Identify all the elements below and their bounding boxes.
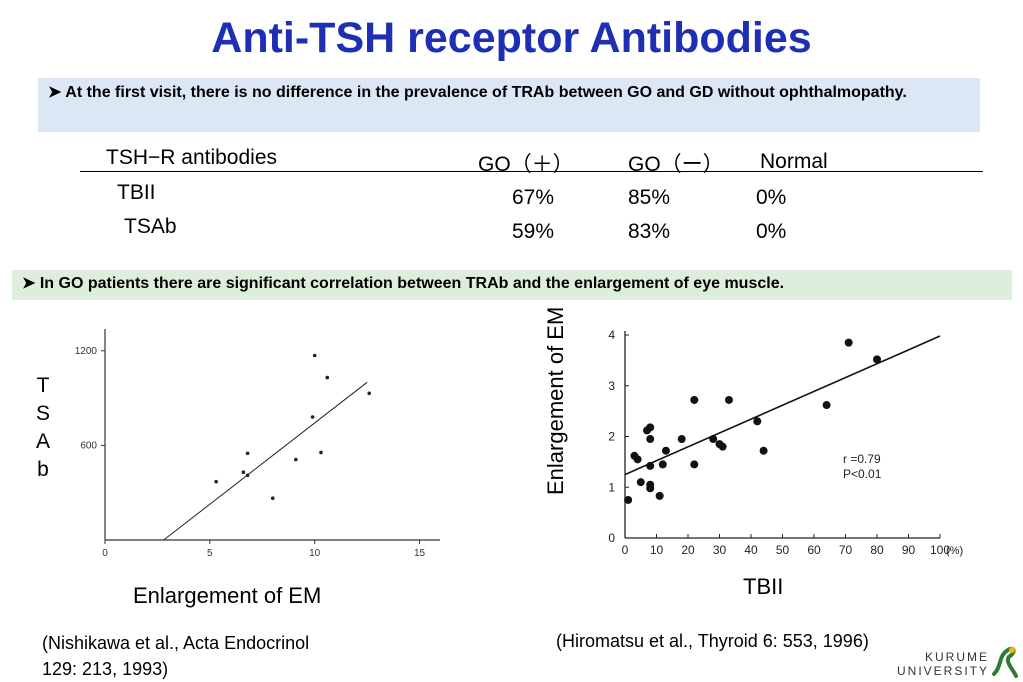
y-tick-label: 1200 xyxy=(75,346,98,357)
data-point xyxy=(822,401,831,410)
data-point xyxy=(718,442,727,451)
data-point xyxy=(844,338,853,347)
table-cell: 83% xyxy=(628,220,671,243)
y-tick-label: 4 xyxy=(608,328,615,342)
data-point xyxy=(624,495,633,504)
x-tick-label: 80 xyxy=(870,543,884,557)
reference-line: 129: 213, 1993) xyxy=(42,659,169,679)
logo-line: UNIVERSITY xyxy=(897,664,990,678)
data-point xyxy=(646,435,655,444)
x-tick-label: 10 xyxy=(650,543,664,557)
x-tick-label: 70 xyxy=(839,543,853,557)
data-point xyxy=(690,395,699,404)
data-point xyxy=(310,415,315,419)
x-tick-label: 15 xyxy=(414,548,426,559)
university-logo-text: KURUME UNIVERSITY xyxy=(897,650,989,678)
tsab-scatter-chart: 0 5 10 15 600 1200 xyxy=(75,329,440,559)
table-header-antibodies: TSH−R antibodies xyxy=(106,146,278,169)
data-point xyxy=(214,479,218,484)
x-tick-label: 90 xyxy=(902,543,916,557)
data-point xyxy=(655,491,664,500)
data-point xyxy=(319,450,323,455)
reference-line: (Nishikawa et al., Acta Endocrinol xyxy=(42,633,310,653)
chart2-ylabel-wrap: Enlargement of EM xyxy=(542,307,582,535)
data-point xyxy=(325,375,330,380)
bullet-arrow-icon: ➤ xyxy=(48,84,62,101)
table-header-go-positive: GO（＋） xyxy=(478,153,574,176)
data-point xyxy=(690,460,699,469)
tsab-axis-label: T S A b xyxy=(30,372,56,484)
table-cell: 67% xyxy=(512,186,555,209)
reference-left: (Nishikawa et al., Acta Endocrinol 129: … xyxy=(42,630,309,682)
y-tick-label: 1 xyxy=(608,480,615,494)
table-header-go-negative: GO（ー） xyxy=(628,153,724,176)
data-point xyxy=(646,423,655,432)
axis-letter: S xyxy=(35,402,50,425)
reference-right: (Hiromatsu et al., Thyroid 6: 553, 1996) xyxy=(556,631,869,651)
data-point xyxy=(367,391,371,396)
data-point xyxy=(241,470,246,474)
x-tick-label: 20 xyxy=(681,543,695,557)
data-point xyxy=(245,451,250,456)
logo-line: KURUME xyxy=(925,650,990,664)
x-unit-label: (%) xyxy=(946,545,963,557)
axis-letter: T xyxy=(36,374,50,397)
data-point xyxy=(753,417,762,426)
table-rule xyxy=(80,171,983,172)
table-cell: 0% xyxy=(756,186,787,209)
university-logo-icon xyxy=(992,646,1018,678)
table-cell: 59% xyxy=(512,220,555,243)
table-cell: 0% xyxy=(756,220,787,243)
x-tick-label: 30 xyxy=(713,543,727,557)
x-tick-label: 40 xyxy=(744,543,758,557)
bullet-arrow-icon: ➤ xyxy=(22,275,36,292)
regression-line xyxy=(624,335,941,476)
axis-letter: A xyxy=(35,430,50,453)
x-tick-label: 100 xyxy=(930,543,950,557)
data-point xyxy=(658,460,667,469)
stats-annotation: r =0.79 xyxy=(843,452,881,466)
page-title: Anti-TSH receptor Antibodies xyxy=(211,14,812,62)
data-point xyxy=(724,395,733,404)
axis-letter: b xyxy=(37,458,49,481)
bullet-correlation: ➤ In GO patients there are significant c… xyxy=(12,270,1012,300)
data-point xyxy=(312,353,317,358)
chart2-xlabel: TBII xyxy=(743,574,784,599)
bullet-text: In GO patients there are significant cor… xyxy=(39,275,785,292)
table-row-label: TBII xyxy=(117,181,156,204)
x-tick-label: 5 xyxy=(207,548,213,559)
y-tick-label: 600 xyxy=(80,440,97,451)
stats-annotation: P<0.01 xyxy=(843,467,882,481)
data-point xyxy=(270,496,275,501)
regression-line xyxy=(163,381,368,541)
chart2-ylabel: Enlargement of EM xyxy=(543,306,568,495)
data-point xyxy=(294,457,298,462)
data-point xyxy=(646,484,655,493)
x-tick-label: 10 xyxy=(309,548,321,559)
data-point xyxy=(709,435,718,444)
table-row-label: TSAb xyxy=(124,215,177,238)
chart1-xlabel: Enlargement of EM xyxy=(133,583,322,608)
table-header-normal: Normal xyxy=(760,150,828,173)
data-point xyxy=(245,473,250,478)
table-cell: 85% xyxy=(628,186,671,209)
y-tick-label: 0 xyxy=(608,531,615,545)
x-tick-label: 50 xyxy=(776,543,790,557)
bullet-first-visit: ➤ At the first visit, there is no differ… xyxy=(38,78,980,132)
data-point xyxy=(636,478,645,487)
x-tick-label: 60 xyxy=(807,543,821,557)
data-point xyxy=(677,435,686,444)
y-tick-label: 2 xyxy=(608,430,615,444)
data-point xyxy=(873,355,881,364)
y-tick-label: 3 xyxy=(608,379,615,393)
data-point xyxy=(633,455,642,464)
x-tick-label: 0 xyxy=(102,548,108,559)
data-point xyxy=(759,446,768,455)
data-point xyxy=(646,461,655,470)
tbii-scatter-chart: 0 10 20 30 40 50 60 70 80 90 100(%) 0 1 2 3 4 r =0.79P<0… xyxy=(608,328,963,557)
x-tick-label: 0 xyxy=(622,543,629,557)
bullet-text: At the first visit, there is no differen… xyxy=(65,84,907,101)
data-point xyxy=(661,446,670,455)
